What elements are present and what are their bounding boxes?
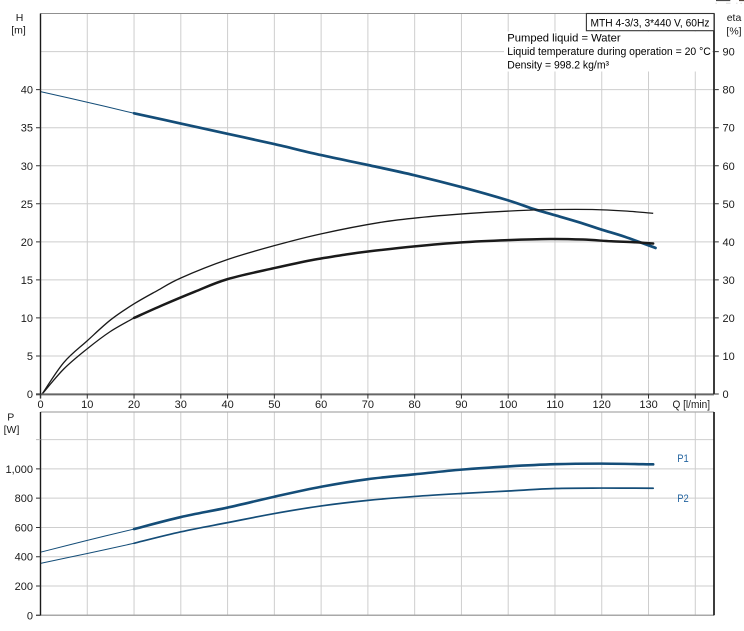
svg-text:200: 200 — [15, 581, 33, 593]
svg-text:5: 5 — [27, 351, 33, 363]
svg-text:15: 15 — [21, 275, 33, 287]
svg-text:80: 80 — [723, 85, 735, 97]
svg-text:130: 130 — [639, 399, 657, 411]
svg-text:0: 0 — [27, 389, 33, 401]
svg-text:90: 90 — [455, 399, 467, 411]
svg-text:eta: eta — [727, 12, 742, 24]
svg-text:[m]: [m] — [11, 25, 26, 37]
svg-text:0: 0 — [27, 610, 33, 622]
svg-text:50: 50 — [723, 199, 735, 211]
svg-text:Pumped liquid = Water: Pumped liquid = Water — [507, 33, 621, 45]
svg-text:P: P — [7, 412, 14, 424]
svg-text:Density = 998.2 kg/m³: Density = 998.2 kg/m³ — [507, 60, 609, 72]
svg-text:0: 0 — [723, 389, 729, 401]
svg-text:400: 400 — [15, 552, 33, 564]
svg-text:0: 0 — [37, 399, 43, 411]
svg-text:[W]: [W] — [4, 424, 20, 436]
svg-text:30: 30 — [175, 399, 187, 411]
svg-text:110: 110 — [546, 399, 564, 411]
svg-text:90: 90 — [723, 47, 735, 59]
svg-text:10: 10 — [21, 313, 33, 325]
svg-text:[%]: [%] — [726, 26, 741, 38]
svg-text:40: 40 — [723, 237, 735, 249]
svg-text:70: 70 — [723, 123, 735, 135]
svg-text:120: 120 — [593, 399, 611, 411]
svg-text:30: 30 — [723, 275, 735, 287]
svg-text:10: 10 — [81, 399, 93, 411]
svg-text:50: 50 — [268, 399, 280, 411]
svg-text:25: 25 — [21, 199, 33, 211]
svg-text:40: 40 — [221, 399, 233, 411]
svg-text:10: 10 — [723, 351, 735, 363]
svg-text:30: 30 — [21, 161, 33, 173]
svg-text:600: 600 — [15, 522, 33, 534]
svg-text:P2: P2 — [677, 493, 689, 505]
svg-text:60: 60 — [315, 399, 327, 411]
svg-text:60: 60 — [723, 161, 735, 173]
svg-text:H: H — [16, 12, 24, 24]
svg-text:1,000: 1,000 — [5, 464, 33, 476]
svg-text:20: 20 — [723, 313, 735, 325]
svg-text:Q [l/min]: Q [l/min] — [673, 399, 711, 411]
svg-text:20: 20 — [128, 399, 140, 411]
svg-text:40: 40 — [21, 85, 33, 97]
svg-text:800: 800 — [15, 493, 33, 505]
svg-text:100: 100 — [499, 399, 517, 411]
svg-text:80: 80 — [409, 399, 421, 411]
svg-text:20: 20 — [21, 237, 33, 249]
svg-text:P1: P1 — [677, 453, 689, 465]
svg-text:35: 35 — [21, 123, 33, 135]
svg-text:MTH 4-3/3, 3*440 V, 60Hz: MTH 4-3/3, 3*440 V, 60Hz — [591, 17, 710, 29]
svg-text:70: 70 — [362, 399, 374, 411]
svg-text:Liquid temperature during oper: Liquid temperature during operation = 20… — [507, 46, 711, 58]
